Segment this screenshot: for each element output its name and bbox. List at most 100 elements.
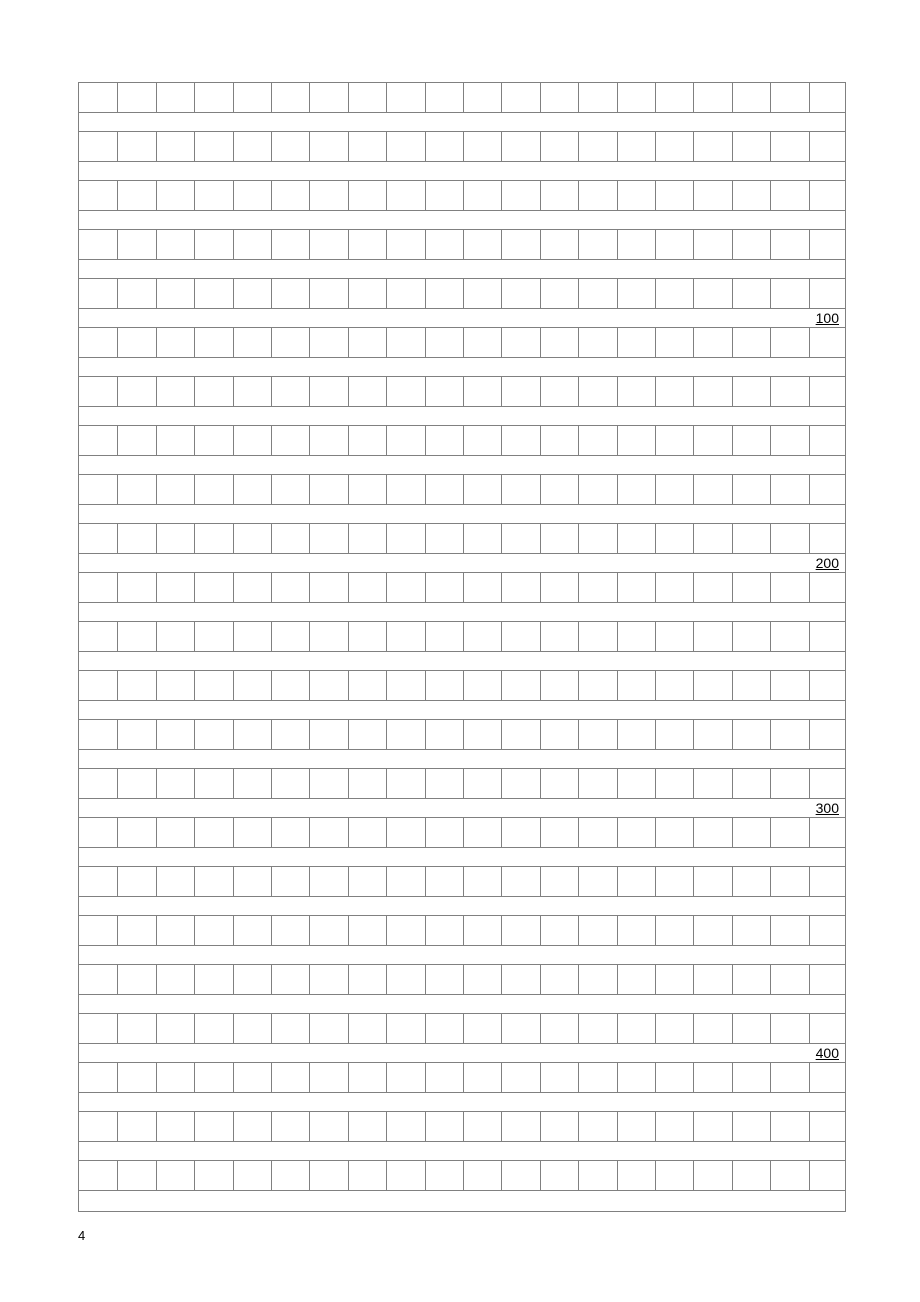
grid-cell: [79, 524, 117, 553]
grid-cell: [79, 965, 117, 994]
grid-cell: [732, 1014, 770, 1043]
grid-cell: [425, 1161, 463, 1190]
grid-cell: [693, 132, 731, 161]
grid-cell: [309, 132, 347, 161]
grid-cell: [425, 83, 463, 112]
grid-row: [79, 719, 845, 750]
grid-cell: [156, 965, 194, 994]
grid-cell: [463, 1112, 501, 1141]
grid-cell: [463, 818, 501, 847]
grid-row: [79, 964, 845, 995]
grid-cell: [540, 573, 578, 602]
grid-cell: [693, 475, 731, 504]
grid-row: [79, 915, 845, 946]
grid-cell: [194, 622, 232, 651]
grid-cell: [770, 720, 808, 749]
grid-cell: [463, 671, 501, 700]
grid-cell: [463, 965, 501, 994]
grid-cell: [501, 867, 539, 896]
grid-cell: [693, 573, 731, 602]
grid-cell: [617, 916, 655, 945]
grid-cell: [463, 573, 501, 602]
grid-cell: [501, 279, 539, 308]
genkouyoushi-grid: 100200300400: [78, 82, 846, 1212]
grid-cell: [655, 671, 693, 700]
grid-cell: [117, 769, 155, 798]
grid-cell: [617, 671, 655, 700]
manuscript-page: 100200300400 4: [0, 0, 920, 1302]
grid-gap-row: [79, 162, 845, 180]
grid-cell: [309, 671, 347, 700]
grid-cell: [79, 622, 117, 651]
grid-cell: [386, 181, 424, 210]
grid-cell: [617, 622, 655, 651]
grid-cell: [617, 524, 655, 553]
grid-cell: [425, 377, 463, 406]
grid-cell: [732, 1161, 770, 1190]
grid-cell: [309, 818, 347, 847]
grid-cell: [693, 622, 731, 651]
grid-cell: [79, 867, 117, 896]
grid-cell: [501, 769, 539, 798]
grid-cell: [386, 83, 424, 112]
grid-cell: [309, 965, 347, 994]
grid-cell: [540, 671, 578, 700]
grid-cell: [693, 916, 731, 945]
grid-cell: [309, 769, 347, 798]
grid-cell: [693, 965, 731, 994]
grid-gap-row: [79, 701, 845, 719]
grid-cell: [348, 181, 386, 210]
grid-cell: [578, 622, 616, 651]
grid-row: [79, 474, 845, 505]
grid-cell: [233, 524, 271, 553]
grid-cell: [732, 720, 770, 749]
grid-cell: [540, 230, 578, 259]
grid-cell: [79, 916, 117, 945]
grid-cell: [386, 377, 424, 406]
grid-cell: [578, 573, 616, 602]
grid-cell: [386, 965, 424, 994]
grid-cell: [578, 916, 616, 945]
grid-cell: [271, 83, 309, 112]
grid-cell: [770, 279, 808, 308]
grid-cell: [386, 1161, 424, 1190]
grid-cell: [655, 426, 693, 455]
grid-cell: [693, 83, 731, 112]
grid-gap-row: [79, 995, 845, 1013]
grid-cell: [386, 769, 424, 798]
grid-cell: [386, 622, 424, 651]
grid-gap-row: 400: [79, 1044, 845, 1062]
grid-row: [79, 817, 845, 848]
grid-cell: [348, 1014, 386, 1043]
grid-cell: [732, 965, 770, 994]
grid-cell: [693, 818, 731, 847]
grid-cell: [309, 524, 347, 553]
count-marker: 100: [816, 309, 839, 327]
grid-cell: [770, 769, 808, 798]
grid-cell: [617, 132, 655, 161]
grid-cell: [578, 671, 616, 700]
grid-row: [79, 131, 845, 162]
grid-cell: [501, 377, 539, 406]
grid-cell: [117, 867, 155, 896]
grid-row: [79, 1062, 845, 1093]
grid-cell: [233, 573, 271, 602]
grid-cell: [386, 720, 424, 749]
grid-cell: [501, 573, 539, 602]
grid-cell: [540, 132, 578, 161]
grid-cell: [156, 132, 194, 161]
grid-cell: [770, 83, 808, 112]
grid-cell: [79, 426, 117, 455]
grid-cell: [578, 769, 616, 798]
grid-cell: [117, 1014, 155, 1043]
grid-cell: [194, 475, 232, 504]
grid-cell: [194, 230, 232, 259]
grid-cell: [732, 132, 770, 161]
grid-cell: [233, 426, 271, 455]
grid-cell: [233, 132, 271, 161]
grid-cell: [501, 818, 539, 847]
grid-cell: [271, 720, 309, 749]
grid-cell: [770, 622, 808, 651]
grid-cell: [79, 720, 117, 749]
grid-cell: [770, 426, 808, 455]
